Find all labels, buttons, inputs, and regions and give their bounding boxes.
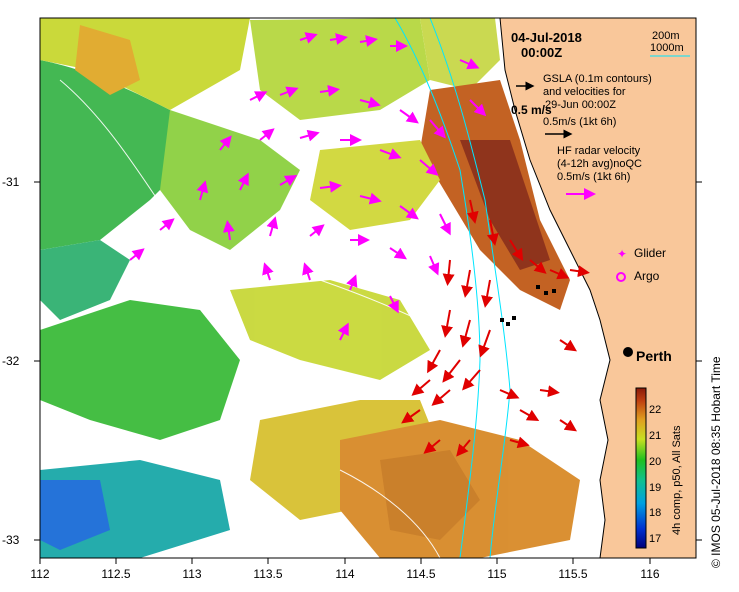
glider-track [500, 285, 556, 326]
y-ticks [34, 181, 702, 541]
hf-legend-line3: 0.5m/s (1kt 6h) [557, 171, 631, 183]
x-tick-label: 112 [30, 567, 50, 581]
glider-legend-symbol: ✦ [617, 247, 627, 261]
y-tick-label: -31 [2, 175, 20, 189]
gsla-legend-line4: 0.5m/s (1kt 6h) [543, 116, 617, 128]
x-tick-label: 113.5 [253, 567, 283, 581]
y-tick-label: -32 [2, 354, 20, 368]
x-tick-label: 112.5 [101, 567, 131, 581]
contour-1000m [429, 17, 511, 559]
contour-200m [394, 17, 481, 559]
colorbar-tick-label: 21 [649, 430, 662, 442]
sst-patches [40, 18, 600, 558]
argo-legend-label: Argo [634, 269, 660, 283]
scale-legend-200: 200m [652, 30, 680, 42]
gsla-speed-label: 0.5 m/s [511, 103, 552, 117]
colorbar-tick-label: 18 [649, 507, 662, 519]
gsla-contours [59, 79, 441, 559]
colorbar-tick-label: 17 [649, 533, 662, 545]
argo-legend-symbol [616, 272, 626, 282]
gsla-legend-line2: and velocities for [543, 86, 626, 98]
x-tick-label: 114.5 [406, 567, 436, 581]
x-tick-label: 113 [182, 567, 202, 581]
colorbar-title: 4h comp, p50, All Sats [671, 425, 683, 535]
perth-label: Perth [636, 348, 672, 364]
x-tick-label: 115.5 [558, 567, 588, 581]
colorbar [635, 387, 647, 549]
gsla-arrows [129, 32, 487, 341]
plot-area: ✦ [34, 17, 702, 564]
x-tick-label: 116 [640, 567, 660, 581]
glider-legend-label: Glider [634, 246, 667, 260]
plot-frame [39, 17, 697, 559]
colorbar-tick-label: 19 [649, 482, 662, 494]
credit-text: © IMOS 05-Jul-2018 08:35 Hobart Time [709, 356, 723, 568]
hf-legend-line1: HF radar velocity [557, 145, 641, 157]
scale-legend-1000: 1000m [650, 42, 684, 54]
x-tick-label: 115 [487, 567, 507, 581]
y-tick-label: -33 [2, 533, 20, 547]
hf-legend-line2: (4-12h avg)noQC [557, 158, 642, 170]
perth-marker [623, 347, 633, 357]
gsla-legend-line1: GSLA (0.1m contours) [543, 73, 652, 85]
title-date: 04-Jul-2018 [511, 30, 582, 45]
hf-arrows [401, 199, 590, 457]
gsla-legend-line3: 29-Jun 00:00Z [545, 99, 616, 111]
x-tick-label: 114 [335, 567, 355, 581]
x-ticks [39, 558, 651, 564]
colorbar-tick-label: 20 [649, 456, 662, 468]
map-title: 04-Jul-2018 00:00Z [511, 30, 582, 60]
title-time: 00:00Z [521, 45, 563, 60]
colorbar-tick-label: 22 [649, 404, 662, 416]
